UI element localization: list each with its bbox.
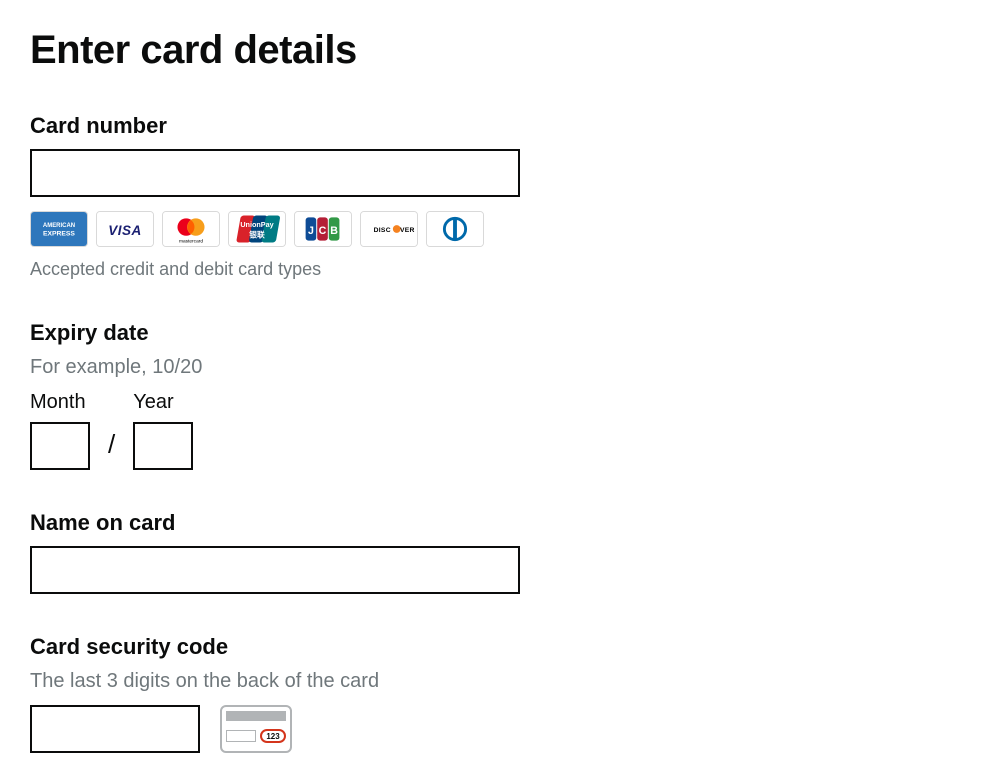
svg-text:VER: VER — [400, 227, 415, 234]
name-on-card-label: Name on card — [30, 510, 970, 536]
cvc-hint: The last 3 digits on the back of the car… — [30, 670, 970, 693]
svg-text:mastercard: mastercard — [179, 239, 203, 245]
expiry-label: Expiry date — [30, 320, 970, 346]
diners-icon — [426, 211, 484, 247]
svg-text:AMERICAN: AMERICAN — [43, 223, 75, 229]
svg-text:B: B — [330, 225, 338, 237]
cvc-input[interactable] — [30, 705, 200, 753]
mastercard-icon: mastercard — [162, 211, 220, 247]
discover-icon: DISC VER — [360, 211, 418, 247]
cvc-group: Card security code The last 3 digits on … — [30, 634, 970, 753]
expiry-year-label: Year — [133, 391, 193, 414]
visa-icon: VISA — [96, 211, 154, 247]
svg-text:J: J — [308, 225, 314, 237]
name-on-card-input[interactable] — [30, 546, 520, 594]
svg-text:C: C — [319, 225, 327, 237]
card-number-label: Card number — [30, 113, 970, 139]
svg-text:UnionPay: UnionPay — [240, 220, 273, 229]
card-number-group: Card number AMERICAN EXPRESS VISA masterc… — [30, 113, 970, 280]
unionpay-icon: UnionPay银联 — [228, 211, 286, 247]
amex-icon: AMERICAN EXPRESS — [30, 211, 88, 247]
expiry-year-input[interactable] — [133, 422, 193, 470]
card-number-input[interactable] — [30, 149, 520, 197]
svg-text:EXPRESS: EXPRESS — [43, 231, 75, 238]
expiry-group: Expiry date For example, 10/20 Month / Y… — [30, 320, 970, 470]
accepted-card-help: Accepted credit and debit card types — [30, 259, 970, 280]
page-title: Enter card details — [30, 28, 970, 73]
svg-text:银联: 银联 — [248, 230, 265, 240]
cvc-label: Card security code — [30, 634, 970, 660]
accepted-card-logos: AMERICAN EXPRESS VISA mastercard UnionPay… — [30, 211, 970, 247]
cvc-card-back-icon: 123 — [220, 705, 292, 753]
name-on-card-group: Name on card — [30, 510, 970, 594]
expiry-month-input[interactable] — [30, 422, 90, 470]
expiry-month-label: Month — [30, 391, 90, 414]
expiry-hint: For example, 10/20 — [30, 356, 970, 379]
expiry-separator: / — [108, 429, 115, 470]
svg-text:DISC: DISC — [374, 227, 391, 234]
svg-text:VISA: VISA — [108, 223, 141, 238]
cvc-digits-icon: 123 — [260, 729, 286, 743]
jcb-icon: JCB — [294, 211, 352, 247]
